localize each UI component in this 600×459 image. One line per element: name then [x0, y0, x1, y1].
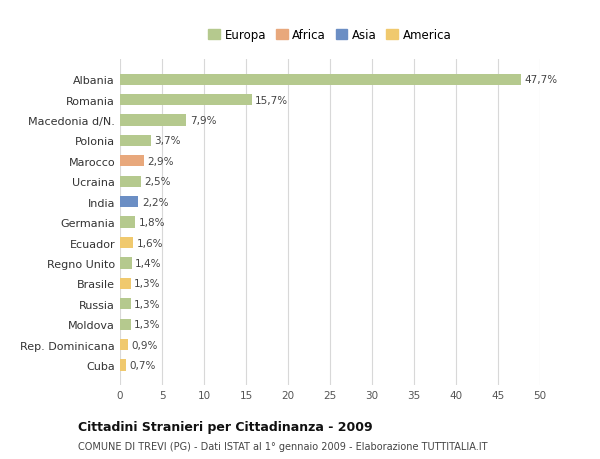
Text: 0,7%: 0,7%	[129, 360, 155, 370]
Bar	[120, 115, 187, 126]
Text: 2,5%: 2,5%	[145, 177, 171, 187]
Text: 3,7%: 3,7%	[154, 136, 181, 146]
Bar	[120, 319, 131, 330]
Text: 1,3%: 1,3%	[134, 319, 161, 330]
Bar	[120, 217, 135, 228]
Bar	[120, 359, 126, 371]
Text: 15,7%: 15,7%	[255, 95, 289, 106]
Bar	[120, 74, 521, 86]
Bar	[120, 156, 145, 167]
Text: 7,9%: 7,9%	[190, 116, 216, 126]
Bar	[120, 135, 151, 147]
Bar	[120, 95, 252, 106]
Text: COMUNE DI TREVI (PG) - Dati ISTAT al 1° gennaio 2009 - Elaborazione TUTTITALIA.I: COMUNE DI TREVI (PG) - Dati ISTAT al 1° …	[78, 441, 487, 451]
Bar	[120, 278, 131, 289]
Bar	[120, 339, 128, 350]
Text: 47,7%: 47,7%	[524, 75, 557, 85]
Text: 2,2%: 2,2%	[142, 197, 169, 207]
Text: 1,6%: 1,6%	[137, 238, 163, 248]
Bar	[120, 237, 133, 249]
Text: Cittadini Stranieri per Cittadinanza - 2009: Cittadini Stranieri per Cittadinanza - 2…	[78, 420, 373, 433]
Text: 2,9%: 2,9%	[148, 157, 174, 167]
Bar	[120, 258, 132, 269]
Text: 1,3%: 1,3%	[134, 279, 161, 289]
Text: 1,8%: 1,8%	[139, 218, 165, 228]
Text: 1,4%: 1,4%	[135, 258, 161, 269]
Bar	[120, 298, 131, 310]
Bar	[120, 176, 141, 187]
Legend: Europa, Africa, Asia, America: Europa, Africa, Asia, America	[206, 27, 454, 44]
Text: 0,9%: 0,9%	[131, 340, 157, 350]
Bar	[120, 196, 139, 208]
Text: 1,3%: 1,3%	[134, 299, 161, 309]
